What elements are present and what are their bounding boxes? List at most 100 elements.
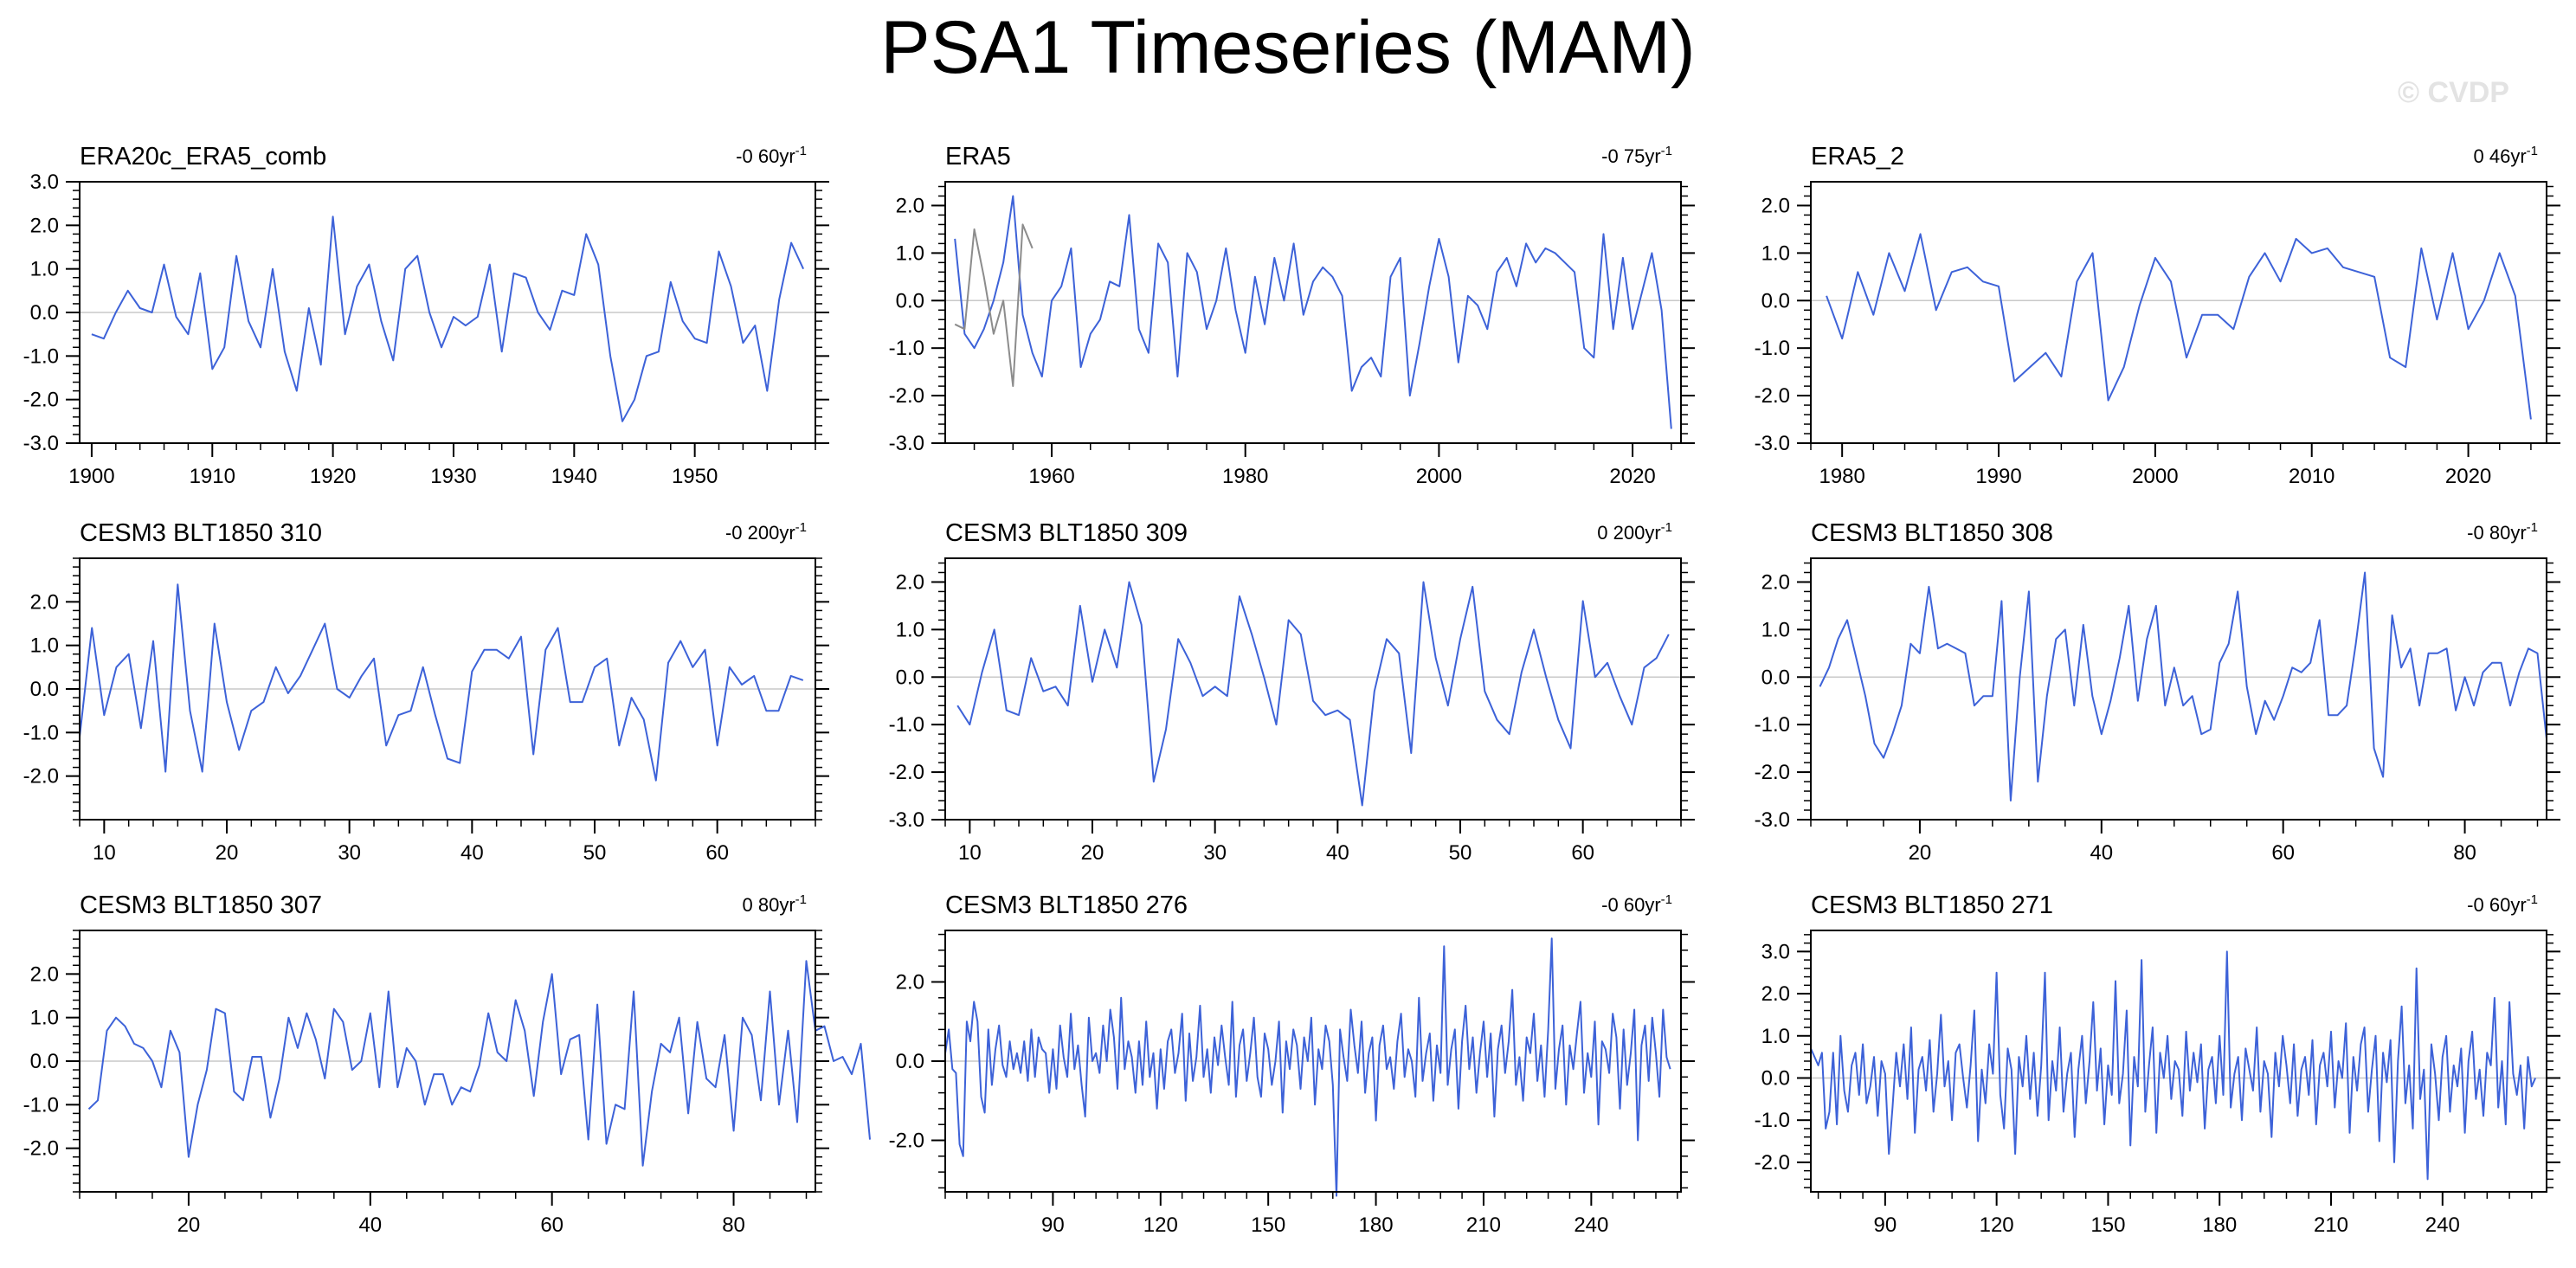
x-tick-label: 240 [1574,1213,1608,1237]
trend-exponent: -1 [795,144,807,158]
y-tick-label: 1.0 [30,1007,59,1030]
trend-label: 0 46yr-1 [2474,144,2539,167]
y-tick-label: 0.0 [1761,289,1790,312]
y-tick-label: -3.0 [1755,808,1790,832]
y-tick-label: 0.0 [896,1050,924,1073]
trend-value: 0 80yr [743,894,795,916]
x-tick-label: 90 [1041,1213,1065,1237]
x-tick-label: 2000 [2132,465,2178,488]
y-tick-label: 0.0 [1761,1066,1790,1090]
trend-value: -0 60yr [2467,894,2526,916]
series-line [956,581,1670,807]
main-title: PSA1 Timeseries (MAM) [880,6,1696,89]
y-tick-label: 1.0 [30,258,59,281]
y-tick-label: 0.0 [896,666,924,689]
y-tick-label: -2.0 [23,389,59,412]
trend-label: 0 80yr-1 [743,892,808,916]
panel-title: CESM3 BLT1850 276 [945,891,1188,919]
x-tick-label: 90 [1874,1213,1897,1237]
trend-value: 0 200yr [1597,522,1660,544]
x-tick-label: 60 [1571,841,1594,865]
x-tick-label: 60 [2271,841,2295,865]
y-tick-label: 3.0 [30,171,59,194]
x-tick-label: 2020 [2445,465,2491,488]
x-tick-label: 40 [2090,841,2113,865]
x-tick-label: 80 [722,1213,745,1237]
x-tick-label: 1910 [190,465,235,488]
trend-value: 0 46yr [2474,145,2527,167]
y-tick-label: 0.0 [30,301,59,325]
panel-title: CESM3 BLT1850 271 [1811,891,2053,919]
y-tick-label: -2.0 [1755,1151,1790,1175]
x-tick-label: 20 [1909,841,1932,865]
plot-frame [1810,557,2547,821]
y-tick-label: -3.0 [889,432,924,455]
panel-title: ERA5_2 [1811,143,1904,171]
trend-label: -0 60yr-1 [736,144,807,167]
trend-exponent: -1 [2527,144,2538,158]
series-line [954,195,1672,429]
trend-value: -0 60yr [736,145,795,167]
x-tick-label: 10 [93,841,116,865]
y-tick-label: -2.0 [1755,384,1790,408]
x-tick-label: 1990 [1975,465,2021,488]
series-line [1826,233,2532,420]
y-tick-label: -2.0 [889,384,924,408]
x-tick-label: 2010 [2289,465,2334,488]
y-tick-label: -1.0 [889,337,924,360]
x-tick-label: 210 [1466,1213,1501,1237]
x-tick-label: 50 [583,841,607,865]
y-tick-label: -2.0 [23,765,59,788]
y-tick-label: 0.0 [1761,666,1790,689]
trend-value: -0 60yr [1601,894,1660,916]
y-tick-label: -1.0 [889,713,924,737]
panel-5: CESM3 BLT1850 309 0 200yr-1 -3.0 -2.0 -1.0 0.… [889,519,1695,865]
trend-value: -0 200yr [725,522,795,544]
trend-label: -0 60yr-1 [1601,892,1672,916]
y-tick-label: 1.0 [1761,618,1790,641]
y-tick-label: 3.0 [1761,940,1790,963]
series-line [1810,950,2537,1181]
x-tick-label: 120 [1143,1213,1178,1237]
x-tick-label: 180 [2202,1213,2237,1237]
trend-label: -0 200yr-1 [725,520,807,544]
trend-label: -0 60yr-1 [2467,892,2538,916]
series-line [79,583,804,782]
y-tick-label: 1.0 [896,241,924,265]
y-tick-label: 1.0 [1761,1025,1790,1048]
y-tick-label: 2.0 [1761,570,1790,594]
x-tick-label: 20 [1081,841,1104,865]
y-tick-label: 1.0 [30,634,59,658]
x-tick-label: 1920 [310,465,356,488]
y-tick-label: 1.0 [896,618,924,641]
trend-value: -0 80yr [2467,522,2526,544]
series-line [91,216,805,422]
trend-exponent: -1 [795,520,807,535]
x-tick-label: 2020 [1609,465,1655,488]
panel-1: ERA20c_ERA5_comb -0 60yr-1 -3.0 -2.0 -1.0 0.0… [23,143,829,488]
panel-8: CESM3 BLT1850 276 -0 60yr-1 -2.0 0.0 2.0 90 12… [889,891,1695,1237]
secondary-series-line [954,223,1034,388]
plot-frame [944,557,1682,821]
x-tick-label: 120 [1980,1213,2014,1237]
x-tick-label: 50 [1449,841,1472,865]
panel-2: ERA5 -0 75yr-1 -3.0 -2.0 -1.0 0.0 1.0 2.0 1960 19… [889,143,1695,488]
series-line [87,960,871,1167]
trend-label: 0 200yr-1 [1597,520,1672,544]
panel-9: CESM3 BLT1850 271 -0 60yr-1 -2.0 -1.0 0.0 1.0… [1755,891,2560,1237]
y-tick-label: -3.0 [23,432,59,455]
y-tick-label: -3.0 [1755,432,1790,455]
x-tick-label: 40 [460,841,484,865]
y-tick-label: -1.0 [1755,337,1790,360]
trend-value: -0 75yr [1601,145,1660,167]
trend-exponent: -1 [1661,520,1672,535]
x-tick-label: 240 [2425,1213,2460,1237]
x-tick-label: 180 [1359,1213,1394,1237]
panel-title: CESM3 BLT1850 308 [1811,519,2053,547]
panel-6: CESM3 BLT1850 308 -0 80yr-1 -3.0 -2.0 -1.0 0.… [1755,519,2560,865]
y-tick-label: -2.0 [23,1137,59,1161]
trend-exponent: -1 [1661,144,1672,158]
y-tick-label: -2.0 [889,761,924,784]
x-tick-label: 2000 [1416,465,1462,488]
